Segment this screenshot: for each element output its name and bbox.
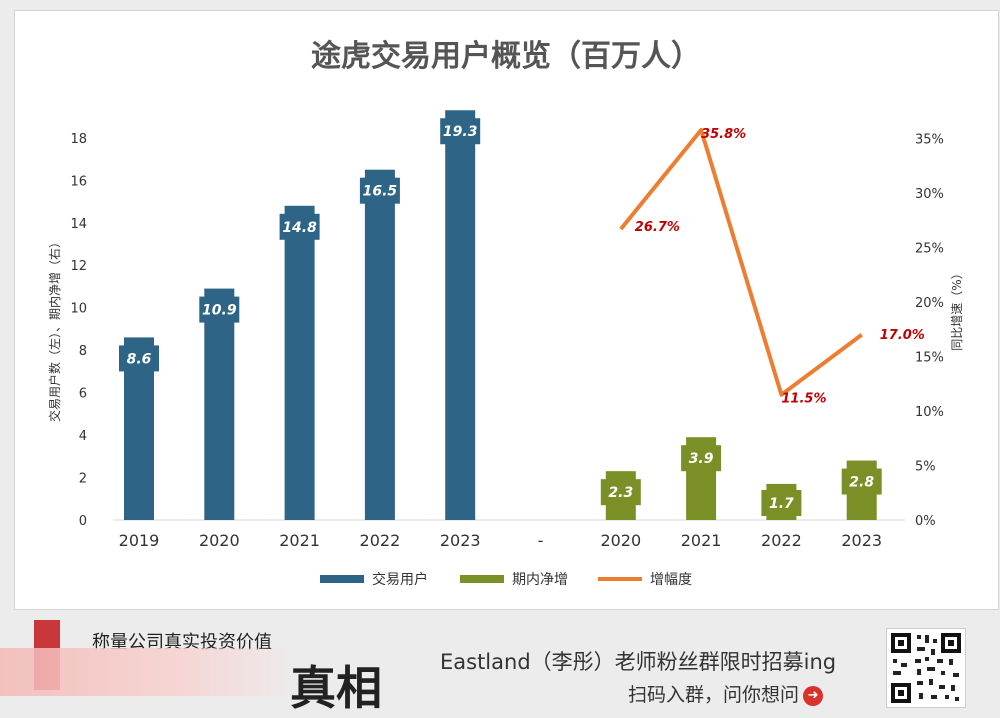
bar-label-box — [841, 468, 882, 495]
x-axis-tick-label: 2020 — [199, 531, 240, 550]
promo-banner[interactable]: 称量公司真实投资价值 真相 Eastland（李彤）老师粉丝群限时招募ing 扫… — [0, 614, 1000, 717]
bar — [445, 110, 476, 520]
qr-code-icon[interactable] — [886, 628, 966, 708]
x-axis-tick-label: 2019 — [119, 531, 160, 550]
left-axis-tick-label: 0 — [79, 514, 87, 529]
right-axis-tick-label: 35% — [915, 133, 944, 148]
right-axis-tick-label: 20% — [915, 296, 944, 311]
legend-label: 增幅度 — [650, 572, 692, 588]
chart-marks: 0 2 4 6 8 10 12 14 16 18 0% 5% 10% 15% 20% 25% 30% 35% 201… — [70, 110, 944, 550]
bar-data-label: 3.9 — [689, 451, 714, 467]
right-axis-tick-label: 15% — [915, 351, 944, 366]
bar — [364, 169, 395, 520]
left-axis-label-group: 交易用户数（左）、期内净增（右） — [47, 236, 62, 422]
legend-swatch — [320, 575, 364, 583]
legend: 交易用户 期内净增 增幅度 — [320, 571, 692, 588]
x-axis-tick-label: 2023 — [841, 531, 882, 550]
left-axis-tick-label: 8 — [79, 344, 87, 359]
chart-panel: 途虎交易用户概览（百万人） 交易用户数（左）、期内净增（右） 同比增速（%） 0… — [14, 10, 999, 610]
bar-data-label: 2.8 — [849, 475, 874, 491]
banner-subtitle: 称量公司真实投资价值 — [92, 632, 272, 653]
legend-swatch — [460, 575, 504, 583]
x-axis-tick-label: 2021 — [681, 531, 722, 550]
right-axis-tick-label: 0% — [915, 514, 936, 529]
right-axis-tick-label: 10% — [915, 405, 944, 420]
left-axis-tick-label: 18 — [70, 132, 87, 147]
bar-label-box — [119, 345, 159, 372]
bar-label-box — [359, 177, 400, 204]
line-data-label: 26.7% — [635, 220, 680, 235]
left-axis-tick-label: 14 — [70, 217, 87, 232]
bar-label-box — [279, 213, 320, 240]
line-data-label: 17.0% — [880, 328, 925, 343]
x-axis-tick-label: 2021 — [279, 531, 320, 550]
bar-data-label: 8.6 — [127, 351, 152, 367]
chart-svg: 途虎交易用户概览（百万人） 交易用户数（左）、期内净增（右） 同比增速（%） 0… — [47, 39, 964, 588]
x-axis-tick-label: - — [538, 531, 544, 550]
bar-label-box — [761, 490, 802, 516]
x-axis-tick-label: 2020 — [600, 531, 641, 550]
bar-label-box — [681, 445, 722, 472]
left-axis-tick-label: 16 — [70, 174, 87, 189]
bar-data-label: 19.3 — [443, 124, 478, 140]
bar-data-label: 1.7 — [769, 496, 794, 512]
legend-label: 期内净增 — [512, 572, 568, 588]
bar-label-box — [600, 479, 641, 506]
banner-cta-text: 扫码入群，问你想问 — [628, 684, 800, 706]
bar-data-label: 2.3 — [608, 485, 633, 501]
x-axis-tick-label: 2022 — [360, 531, 401, 550]
bar — [284, 205, 315, 521]
bar-data-label: 16.5 — [363, 184, 398, 200]
right-axis-label: 同比增速（%） — [950, 267, 964, 350]
bar-label-box — [440, 118, 481, 145]
bar — [204, 288, 235, 520]
right-axis-label-group: 同比增速（%） — [950, 267, 964, 350]
arrow-right-circle-icon[interactable]: ➜ — [803, 686, 824, 706]
left-axis-tick-label: 12 — [70, 259, 87, 274]
left-axis-tick-label: 10 — [70, 302, 87, 317]
legend-label: 交易用户 — [372, 571, 428, 588]
right-axis-tick-label: 30% — [915, 187, 944, 202]
x-axis-tick-label: 2023 — [440, 531, 481, 550]
line-data-label: 11.5% — [781, 392, 826, 407]
left-axis-tick-label: 4 — [79, 429, 87, 444]
right-axis-tick-label: 5% — [915, 460, 936, 475]
banner-big-text: 真相 — [290, 661, 382, 715]
left-axis-tick-label: 2 — [79, 472, 87, 487]
banner-cta[interactable]: 扫码入群，问你想问 ➜ — [628, 680, 824, 707]
left-axis-label: 交易用户数（左）、期内净增（右） — [47, 236, 62, 422]
bar-label-box — [199, 296, 240, 323]
growth-line — [619, 127, 863, 397]
right-axis-tick-label: 25% — [915, 242, 944, 257]
left-axis-tick-label: 6 — [79, 387, 87, 402]
bar-data-label: 14.8 — [282, 220, 317, 236]
banner-headline: Eastland（李彤）老师粉丝群限时招募ing — [440, 650, 837, 674]
chart-title: 途虎交易用户概览（百万人） — [311, 39, 701, 74]
banner-blur-overlay — [0, 648, 300, 696]
line-data-label: 35.8% — [701, 127, 746, 142]
bar-data-label: 10.9 — [202, 303, 237, 319]
x-axis-tick-label: 2022 — [761, 531, 802, 550]
